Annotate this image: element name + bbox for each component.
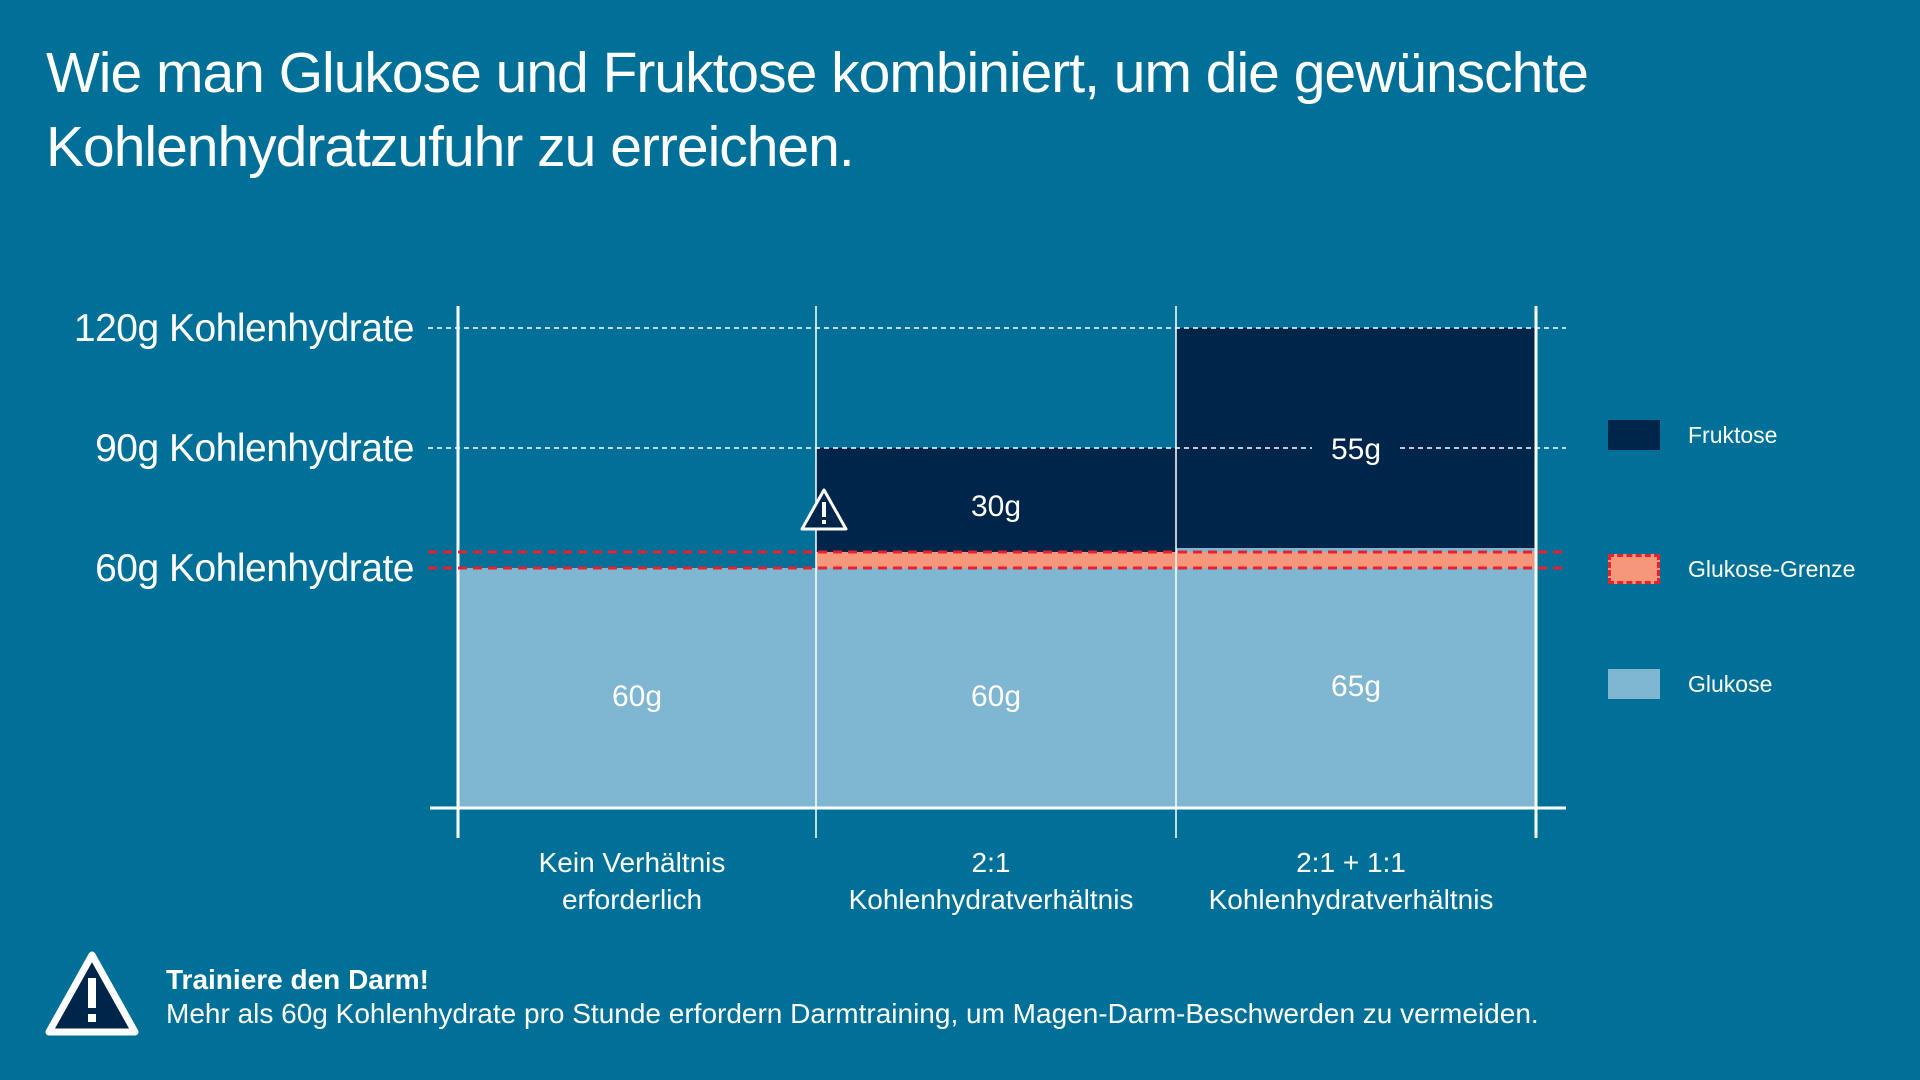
category-label-2-line-0: 2:1 + 1:1: [1296, 847, 1406, 878]
warning-marker-dot: [822, 520, 826, 524]
reference-label-120g: 120g Kohlenhydrate: [74, 307, 414, 350]
reference-label-60g: 60g Kohlenhydrate: [95, 547, 414, 590]
bar-glukose-0: [458, 568, 816, 808]
data-label-fruktose-2: 55g: [1331, 433, 1381, 466]
gut-training-warning: Trainiere den Darm! Mehr als 60g Kohlenh…: [44, 950, 1884, 1040]
category-label-0-line-0: Kein Verhältnis: [539, 847, 726, 878]
legend-item-glukose: Glukose: [1608, 664, 1772, 704]
category-label-2-line-1: Kohlenhydratverhältnis: [1209, 884, 1494, 915]
data-label-bg-2: [1312, 417, 1400, 461]
legend-item-glukose-grenze: Glukose-Grenze: [1608, 549, 1855, 589]
warning-title: Trainiere den Darm!: [166, 964, 429, 995]
category-label-1-line-0: 2:1: [972, 847, 1011, 878]
bar-glukose-1: [816, 568, 1176, 808]
data-label-fruktose-1: 30g: [971, 490, 1021, 523]
legend-swatch-glukose-grenze: [1608, 554, 1660, 584]
legend-swatch-glukose: [1608, 669, 1660, 699]
glucose-limit-band-1: [816, 552, 1176, 568]
legend-swatch-fruktose: [1608, 420, 1660, 450]
data-label-glukose-2: 65g: [1331, 670, 1381, 703]
warning-triangle-icon: [45, 951, 139, 1036]
legend-label-fruktose: Fruktose: [1688, 421, 1778, 448]
data-label-glukose-0: 60g: [612, 680, 662, 713]
glucose-limit-band-2: [1176, 552, 1536, 568]
reference-label-90g: 90g Kohlenhydrate: [95, 427, 414, 470]
bar-glukose-2: [1176, 548, 1536, 808]
warning-marker-stem: [822, 502, 826, 517]
category-label-1-line-1: Kohlenhydratverhältnis: [849, 884, 1134, 915]
data-label-glukose-1: 60g: [971, 680, 1021, 713]
legend-label-glukose: Glukose: [1688, 670, 1773, 697]
legend-item-fruktose: Fruktose: [1608, 415, 1777, 455]
chart-title: Wie man Glukose und Fruktose kombiniert,…: [46, 41, 1589, 179]
legend-label-glukose-grenze: Glukose-Grenze: [1688, 555, 1856, 582]
category-label-0-line-1: erforderlich: [562, 884, 702, 915]
bar-fruktose-1: [816, 448, 1176, 568]
warning-text: Mehr als 60g Kohlenhydrate pro Stunde er…: [166, 998, 1539, 1029]
